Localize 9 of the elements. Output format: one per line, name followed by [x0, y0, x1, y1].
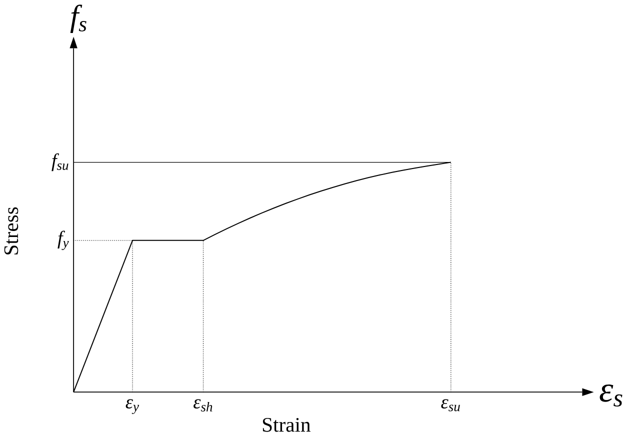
y-axis-title: Stress: [4, 207, 18, 254]
text: ε$_{s}$: [600, 384, 622, 407]
text: f$_{s}$: [70, 4, 86, 33]
x-tick-label: ε$_{y}$: [126, 399, 140, 414]
ref-line-label: f$_{y}$: [58, 230, 69, 250]
x-axis-title: Strain: [262, 418, 310, 432]
ref-line-label: f$_{su}$: [52, 153, 68, 172]
x-tick-label: ε$_{su}$: [441, 399, 460, 412]
x-tick-label: ε$_{sh}$: [194, 399, 212, 412]
